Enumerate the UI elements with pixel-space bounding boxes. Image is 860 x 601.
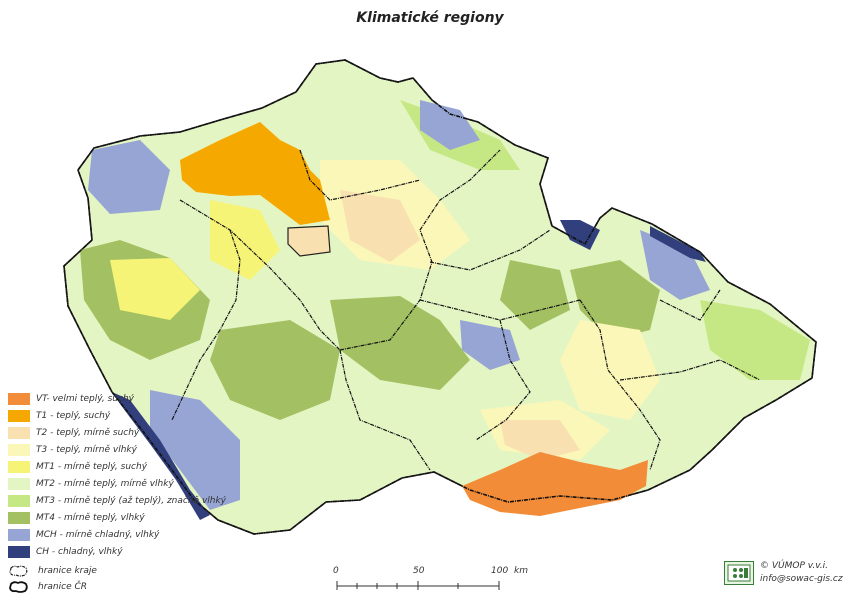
zone-vt-south — [462, 452, 648, 516]
legend-swatch — [8, 529, 30, 541]
zone-mt4-east — [570, 260, 660, 340]
legend-label: MT1 - mírně teplý, suchý — [36, 462, 148, 472]
scale-bar: 0 50 100 km — [327, 566, 537, 596]
legend-label: MT4 - mírně teplý, vlhký — [36, 513, 145, 523]
legend-item-mt1: MT1 - mírně teplý, suchý — [8, 460, 147, 474]
scale-unit: km — [514, 566, 528, 576]
zone-t2-south — [500, 420, 580, 460]
legend-label: CH - chladný, vlhký — [36, 547, 123, 557]
zone-t1-prague — [287, 225, 331, 257]
legend-item-mch: MCH - mírně chladný, vlhký — [8, 528, 159, 542]
legend-label: hranice ČR — [38, 582, 88, 592]
zone-mt4-south — [210, 320, 340, 420]
legend-label: VT- velmi teplý, suchý — [36, 394, 134, 404]
legend-label: MT3 - mírně teplý (až teplý), značně vlh… — [36, 496, 227, 506]
zone-t1-north — [180, 122, 330, 225]
legend-swatch — [8, 410, 30, 422]
zone-mt1-center — [210, 200, 280, 280]
zone-mt3-se — [700, 300, 810, 380]
legend-label: T3 - teplý, mírně vlhký — [36, 445, 137, 455]
legend-item-ch: CH - chladný, vlhký — [8, 545, 123, 559]
legend-item-mt4: MT4 - mírně teplý, vlhký — [8, 511, 145, 525]
legend-swatch — [8, 512, 30, 524]
scale-bar-graphic — [336, 581, 500, 590]
zone-t3-moravia — [560, 320, 660, 420]
zone-mch-center — [460, 320, 520, 370]
legend-item-t1: T1 - teplý, suchý — [8, 409, 110, 423]
scale-tick-label: 50 — [413, 566, 425, 576]
map-title: Klimatické regiony — [356, 10, 504, 26]
credit-block: © VÚMOP v.v.i. info@sowac-gis.cz — [724, 561, 860, 589]
zone-mch-west — [88, 140, 170, 214]
legend-swatch — [8, 393, 30, 405]
region-boundaries — [171, 149, 761, 471]
zone-mch-ne — [420, 100, 480, 150]
scale-tick-label: 100 — [491, 566, 509, 576]
legend-label: MT2 - mírně teplý, mírně vlhký — [36, 479, 174, 489]
zone-ch-ne-border — [560, 220, 600, 250]
legend-swatch — [8, 546, 30, 558]
legend-swatch — [8, 427, 30, 439]
zone-t2-center — [340, 190, 420, 262]
legend-label: hranice kraje — [38, 566, 97, 576]
legend-swatch — [8, 461, 30, 473]
zone-mch-e — [640, 230, 710, 300]
country-boundary-icon — [9, 581, 28, 593]
legend-swatch — [8, 495, 30, 507]
legend-item-t2: T2 - teplý, mírně suchý — [8, 426, 139, 440]
legend-label: T2 - teplý, mírně suchý — [36, 428, 140, 438]
legend-swatch — [8, 478, 30, 490]
zone-mt4-center — [330, 296, 470, 390]
legend-label: T1 - teplý, suchý — [36, 411, 111, 421]
vumop-logo-icon — [724, 561, 754, 585]
scale-tick-label: 0 — [333, 566, 339, 576]
credit-line-2: info@sowac-gis.cz — [760, 574, 843, 584]
legend-item-region-boundary: hranice kraje — [8, 564, 97, 578]
zone-mch-sw — [150, 390, 240, 510]
zone-ch-east-border — [650, 226, 706, 262]
zone-mt1-west — [110, 258, 200, 320]
zone-mt4-ne — [500, 260, 570, 330]
region-boundary-icon — [9, 565, 28, 577]
legend-item-vt: VT- velmi teplý, suchý — [8, 392, 134, 406]
credit-line-1: © VÚMOP v.v.i. — [760, 561, 829, 571]
legend-item-mt2: MT2 - mírně teplý, mírně vlhký — [8, 477, 174, 491]
legend-item-mt3: MT3 - mírně teplý (až teplý), značně vlh… — [8, 494, 226, 508]
legend-label: MCH - mírně chladný, vlhký — [36, 530, 160, 540]
legend-item-t3: T3 - teplý, mírně vlhký — [8, 443, 137, 457]
legend-item-country-boundary: hranice ČR — [8, 580, 87, 594]
legend-swatch — [8, 444, 30, 456]
